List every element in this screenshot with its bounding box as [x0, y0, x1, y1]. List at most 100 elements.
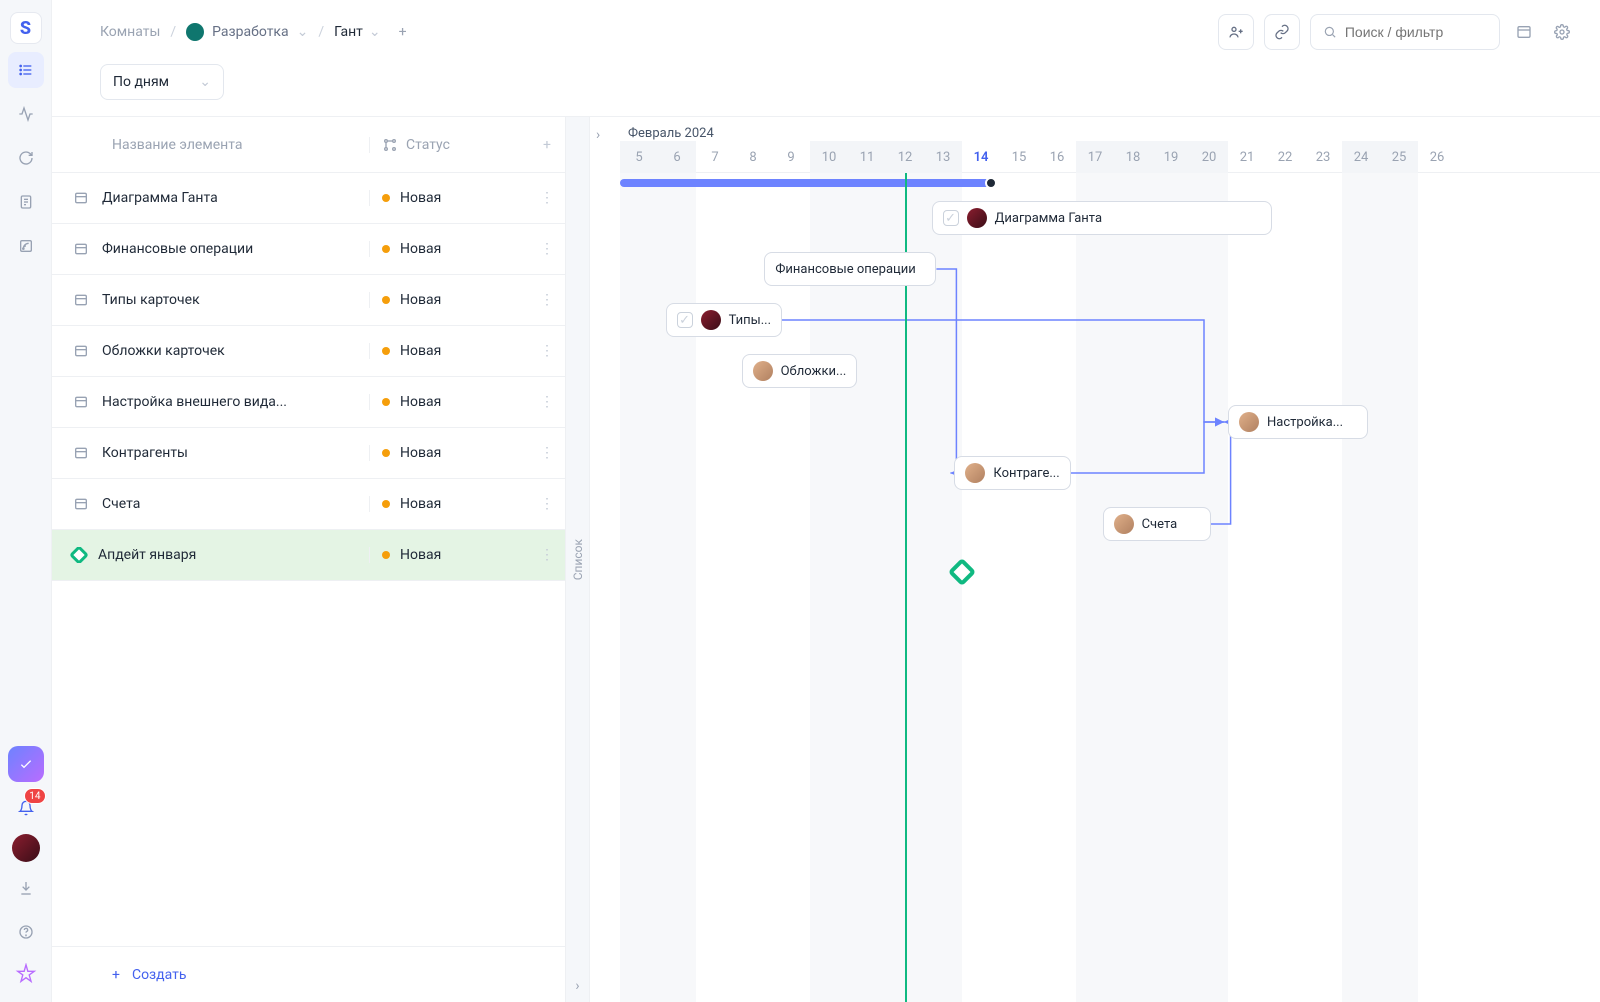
card-label: Контраге... [993, 466, 1059, 481]
day-header[interactable]: 25 [1380, 141, 1418, 173]
pane-divider[interactable]: Список › [566, 117, 590, 1002]
add-column-button[interactable]: + [529, 137, 565, 153]
rail-bottom-logo[interactable] [10, 958, 42, 990]
row-menu-button[interactable]: ⋮ [529, 496, 565, 512]
status-dot [382, 449, 390, 457]
view-granularity-select[interactable]: По дням ⌄ [100, 64, 224, 100]
day-header[interactable]: 8 [734, 141, 772, 173]
row-menu-button[interactable]: ⋮ [529, 241, 565, 257]
rail-rocket-icon[interactable] [8, 746, 44, 782]
settings-button[interactable] [1548, 18, 1576, 46]
day-header[interactable]: 15 [1000, 141, 1038, 173]
check-icon[interactable]: ✓ [677, 312, 693, 328]
day-header[interactable]: 16 [1038, 141, 1076, 173]
day-header[interactable]: 18 [1114, 141, 1152, 173]
table-row[interactable]: Апдейт января Новая ⋮ [52, 530, 565, 581]
day-header[interactable]: 24 [1342, 141, 1380, 173]
cell-status[interactable]: Новая [369, 190, 529, 206]
rail-bell-icon[interactable]: 14 [8, 790, 44, 826]
table-row[interactable]: Контрагенты Новая ⋮ [52, 428, 565, 479]
table-row[interactable]: Настройка внешнего вида... Новая ⋮ [52, 377, 565, 428]
assignee-avatar [965, 463, 985, 483]
column-status-header[interactable]: Статус [369, 137, 529, 153]
cell-status[interactable]: Новая [369, 241, 529, 257]
gantt-body[interactable]: ✓Диаграмма Ганта Финансовые операции ✓Типы… [620, 173, 1600, 1002]
day-header[interactable]: 6 [658, 141, 696, 173]
day-header[interactable]: 21 [1228, 141, 1266, 173]
table-row[interactable]: Финансовые операции Новая ⋮ [52, 224, 565, 275]
row-title: Типы карточек [102, 292, 200, 308]
cell-status[interactable]: Новая [369, 445, 529, 461]
cell-name: Апдейт января [52, 547, 369, 563]
cell-status[interactable]: Новая [369, 343, 529, 359]
table-row[interactable]: Типы карточек Новая ⋮ [52, 275, 565, 326]
gantt-card[interactable]: Настройка... [1228, 405, 1368, 439]
day-header[interactable]: 23 [1304, 141, 1342, 173]
gantt-month-label: Февраль 2024 [620, 117, 1600, 141]
cell-status[interactable]: Новая [369, 496, 529, 512]
cell-status[interactable]: Новая [369, 547, 529, 563]
layout-button[interactable] [1510, 18, 1538, 46]
members-button[interactable] [1218, 14, 1254, 50]
rail-help-icon[interactable] [8, 914, 44, 950]
day-header[interactable]: 10 [810, 141, 848, 173]
card-icon [72, 394, 90, 410]
collapse-left-icon[interactable]: › [596, 127, 600, 143]
day-header[interactable]: 19 [1152, 141, 1190, 173]
rail-rss-icon[interactable] [8, 228, 44, 264]
rail-refresh-icon[interactable] [8, 140, 44, 176]
day-header[interactable]: 12 [886, 141, 924, 173]
day-header[interactable]: 7 [696, 141, 734, 173]
status-label: Новая [400, 445, 441, 461]
rail-doc-icon[interactable] [8, 184, 44, 220]
app-logo[interactable]: S [10, 12, 42, 44]
divider-label: Список [571, 539, 585, 580]
collapse-right-icon[interactable]: › [575, 978, 579, 994]
search-input[interactable] [1345, 24, 1487, 40]
cell-status[interactable]: Новая [369, 394, 529, 410]
summary-bar[interactable] [620, 179, 992, 187]
day-header[interactable]: 20 [1190, 141, 1228, 173]
breadcrumb-rooms[interactable]: Комнаты [100, 24, 160, 40]
rail-avatar[interactable] [12, 834, 40, 862]
link-button[interactable] [1264, 14, 1300, 50]
rail-activity-icon[interactable] [8, 96, 44, 132]
column-name-header[interactable]: Название элемента [52, 137, 369, 153]
content-split: Название элемента Статус + Диаграмма Ган… [52, 116, 1600, 1002]
gantt-card[interactable]: Финансовые операции [764, 252, 936, 286]
breadcrumb-current[interactable]: Гант ⌄ [334, 24, 381, 40]
milestone-icon [69, 547, 89, 563]
check-icon[interactable]: ✓ [943, 210, 959, 226]
table-row[interactable]: Счета Новая ⋮ [52, 479, 565, 530]
row-menu-button[interactable]: ⋮ [529, 292, 565, 308]
row-menu-button[interactable]: ⋮ [529, 445, 565, 461]
rail-list-icon[interactable] [8, 52, 44, 88]
chevron-down-icon: ⌄ [369, 24, 381, 40]
day-header[interactable]: 14 [962, 141, 1000, 173]
table-row[interactable]: Обложки карточек Новая ⋮ [52, 326, 565, 377]
day-header[interactable]: 5 [620, 141, 658, 173]
table-row[interactable]: Диаграмма Ганта Новая ⋮ [52, 173, 565, 224]
day-header[interactable]: 17 [1076, 141, 1114, 173]
day-header[interactable]: 26 [1418, 141, 1456, 173]
gantt-card[interactable]: Контраге... [954, 456, 1070, 490]
search-box[interactable] [1310, 14, 1500, 50]
create-row-button[interactable]: + Создать [52, 946, 565, 1002]
row-menu-button[interactable]: ⋮ [529, 343, 565, 359]
day-header[interactable]: 11 [848, 141, 886, 173]
day-header[interactable]: 9 [772, 141, 810, 173]
rail-download-icon[interactable] [8, 870, 44, 906]
gantt-card[interactable]: ✓Диаграмма Ганта [932, 201, 1272, 235]
row-menu-button[interactable]: ⋮ [529, 547, 565, 563]
row-menu-button[interactable]: ⋮ [529, 190, 565, 206]
card-icon [72, 190, 90, 206]
breadcrumb-project[interactable]: Разработка ⌄ [186, 23, 308, 41]
day-header[interactable]: 22 [1266, 141, 1304, 173]
day-header[interactable]: 13 [924, 141, 962, 173]
gantt-card[interactable]: ✓Типы... [666, 303, 782, 337]
cell-status[interactable]: Новая [369, 292, 529, 308]
gantt-card[interactable]: Обложки... [742, 354, 858, 388]
add-tab-button[interactable]: + [391, 20, 415, 44]
gantt-card[interactable]: Счета [1103, 507, 1211, 541]
row-menu-button[interactable]: ⋮ [529, 394, 565, 410]
